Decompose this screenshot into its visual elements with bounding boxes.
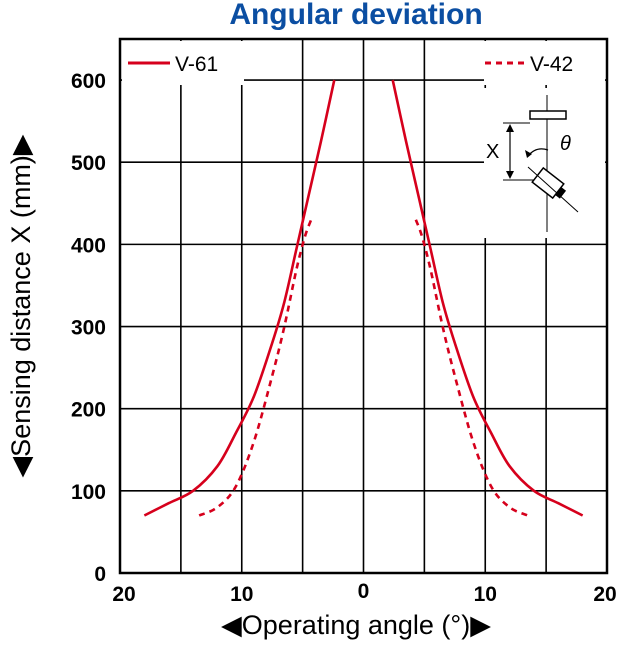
x-tick-label: 10 <box>474 583 497 606</box>
inset-sensor-axis <box>527 166 579 213</box>
x-tick-label: 20 <box>112 583 135 606</box>
y-tick-label: 100 <box>71 481 106 504</box>
x-tick-label: 10 <box>230 583 253 606</box>
data-curves <box>143 79 584 517</box>
y-tick-label: 600 <box>71 70 106 93</box>
y-axis-label: ◀Sensing distance X (mm)▶ <box>6 134 36 477</box>
inset-arrow-up-icon <box>506 124 514 132</box>
legend-v42-label: V-42 <box>530 53 573 76</box>
y-tick-label: 300 <box>71 317 106 340</box>
inset-diagram: X θ <box>484 88 605 238</box>
x-tick-label: 0 <box>358 580 370 603</box>
series-v-42-right-line <box>414 219 529 517</box>
x-tick-label: 20 <box>593 583 616 606</box>
inset-angle-label: θ <box>560 133 571 155</box>
legend-v42-box <box>484 41 605 85</box>
series-v-42-left-line <box>198 219 313 517</box>
inset-arrow-down-icon <box>506 171 514 179</box>
series-v-61-right-line <box>391 79 584 517</box>
inset-distance-label: X <box>486 141 499 163</box>
inset-sensor-icon <box>531 166 567 200</box>
legend: V-61 V-42 <box>122 41 605 85</box>
y-tick-label: 400 <box>71 234 106 257</box>
y-tick-label: 500 <box>71 152 106 175</box>
x-axis-label: ◀Operating angle (°)▶ <box>221 610 491 640</box>
legend-v61-label: V-61 <box>175 53 218 76</box>
series-v-61-left-line <box>143 79 336 517</box>
chart-title: Angular deviation <box>229 0 482 31</box>
y-tick-label: 200 <box>71 399 106 422</box>
inset-angle-arrow-icon <box>525 150 532 158</box>
y-tick-label: 0 <box>94 563 106 586</box>
inset-reflector <box>529 110 567 120</box>
